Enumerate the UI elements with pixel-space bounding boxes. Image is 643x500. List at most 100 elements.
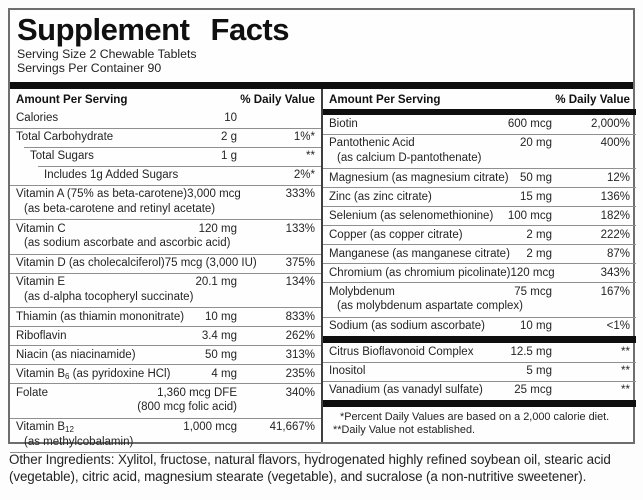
nutrient-dv: 133% bbox=[285, 222, 315, 235]
footnote-not-established: **Daily Value not established. bbox=[333, 424, 476, 437]
nutrient-dv: 182% bbox=[600, 209, 630, 222]
nutrient-dv: 1%* bbox=[293, 131, 315, 144]
table-row: Total Carbohydrate 2 g 1%* bbox=[10, 127, 321, 147]
table-row: Citrus Bioflavonoid Complex 12.5 mg ** bbox=[323, 343, 636, 362]
nutrient-name: Total Carbohydrate bbox=[16, 131, 114, 144]
nutrient-amount: 1,360 mcg DFE bbox=[157, 386, 237, 399]
table-row: Chromium (as chromium picolinate) 120 mc… bbox=[323, 263, 636, 282]
table-row: Thiamin (as thiamin mononitrate) 10 mg 8… bbox=[10, 307, 321, 326]
nutrient-dv: 222% bbox=[600, 228, 630, 241]
nutrient-amount: 50 mg bbox=[520, 171, 552, 184]
daily-value-label: % Daily Value bbox=[240, 92, 315, 106]
nutrient-amount-note: (800 mcg folic acid) bbox=[137, 401, 237, 414]
nutrient-dv: 375% bbox=[285, 257, 315, 270]
table-row: Vitamin E 20.1 mg 134% (as d-alpha tocop… bbox=[10, 272, 321, 308]
nutrient-name: Total Sugars bbox=[30, 150, 94, 163]
nutrient-name: Vitamin B12 bbox=[16, 421, 74, 435]
nutrient-amount: 4 mg bbox=[211, 367, 237, 380]
nutrient-amount: 15 mg bbox=[520, 190, 552, 203]
table-row: Biotin 600 mcg 2,000% bbox=[323, 115, 636, 134]
nutrient-name: Inositol bbox=[329, 365, 366, 378]
nutrient-dv: 262% bbox=[285, 329, 315, 342]
nutrient-source-note: (as beta-carotene and retinyl acetate) bbox=[24, 202, 216, 215]
nutrient-dv: ** bbox=[621, 346, 630, 359]
other-ingredients-text: Other Ingredients: Xylitol, fructose, na… bbox=[9, 452, 611, 484]
nutrient-name: Selenium (as selenomethionine) bbox=[329, 209, 494, 222]
thick-divider-bar bbox=[323, 399, 636, 407]
nutrient-name: Vitamin A (75% as beta-carotene) bbox=[16, 188, 188, 201]
nutrient-name: Zinc (as zinc citrate) bbox=[329, 190, 432, 203]
nutrient-name: Includes 1g Added Sugars bbox=[44, 169, 179, 182]
nutrient-amount: 5 mg bbox=[526, 365, 552, 378]
nutrient-source-note: (as d-alpha tocopheryl succinate) bbox=[24, 290, 194, 303]
nutrient-name: Vanadium (as vanadyl sulfate) bbox=[329, 384, 483, 397]
nutrient-amount: 2 mg bbox=[526, 247, 552, 260]
table-row: Riboflavin 3.4 mg 262% bbox=[10, 326, 321, 345]
nutrient-name: Vitamin B6 (as pyridoxine HCl) bbox=[16, 367, 171, 381]
nutrient-source-note: (as sodium ascorbate and ascorbic acid) bbox=[24, 237, 231, 250]
nutrient-dv: 833% bbox=[285, 310, 315, 323]
nutrient-name: Sodium (as sodium ascorbate) bbox=[329, 320, 485, 333]
nutrient-name: Manganese (as manganese citrate) bbox=[329, 247, 510, 260]
table-row: Inositol 5 mg ** bbox=[323, 361, 636, 381]
nutrient-dv: 134% bbox=[285, 276, 315, 289]
table-row: Molybdenum 75 mcg 167% (as molybdenum as… bbox=[323, 282, 636, 317]
nutrient-amount: 20 mg bbox=[520, 137, 552, 150]
nutrient-amount: 100 mcg bbox=[507, 209, 552, 222]
table-row: Copper (as copper citrate) 2 mg 222% bbox=[323, 225, 636, 244]
table-row: Zinc (as zinc citrate) 15 mg 136% bbox=[323, 187, 636, 206]
nutrient-amount: 10 mg bbox=[520, 320, 552, 333]
daily-value-label: % Daily Value bbox=[555, 92, 630, 106]
nutrient-name: Copper (as copper citrate) bbox=[329, 228, 463, 241]
subscript: 12 bbox=[65, 425, 74, 435]
nutrient-name: Magnesium (as magnesium citrate) bbox=[329, 171, 509, 184]
table-row: Folate 1,360 mcg DFE 340% (800 mcg folic… bbox=[10, 383, 321, 418]
nutrient-dv: 41,667% bbox=[269, 421, 315, 434]
table-row: Vitamin A (75% as beta-carotene) 3,000 m… bbox=[10, 184, 321, 220]
nutrient-dv: 235% bbox=[285, 367, 315, 380]
nutrient-amount: 75 mcg (3,000 IU) bbox=[164, 257, 257, 270]
nutrient-dv: ** bbox=[306, 150, 315, 163]
left-column: Amount Per Serving % Daily Value Calorie… bbox=[10, 88, 323, 454]
right-column: Amount Per Serving % Daily Value Biotin … bbox=[323, 89, 636, 442]
nutrient-name: Calories bbox=[16, 112, 59, 125]
nutrient-name: Citrus Bioflavonoid Complex bbox=[329, 346, 474, 359]
nutrient-name: Pantothenic Acid bbox=[329, 137, 415, 150]
nutrient-dv: 340% bbox=[285, 386, 315, 399]
nutrient-amount: 10 mg bbox=[205, 310, 237, 323]
table-row: Includes 1g Added Sugars 2%* bbox=[10, 165, 321, 185]
nutrient-amount: 75 mcg bbox=[514, 285, 552, 298]
table-row: Niacin (as niacinamide) 50 mg 313% bbox=[10, 345, 321, 364]
thick-divider-bar bbox=[10, 81, 633, 89]
nutrient-amount: 20.1 mg bbox=[195, 276, 237, 289]
nutrient-dv: <1% bbox=[606, 320, 630, 333]
nutrient-amount: 120 mcg bbox=[510, 266, 555, 279]
nutrient-amount: 3.4 mg bbox=[201, 329, 237, 342]
nutrient-dv: 343% bbox=[600, 266, 630, 279]
nutrient-source-note: (as molybdenum aspartate complex) bbox=[337, 300, 523, 313]
table-row: Vitamin B6 (as pyridoxine HCl) 4 mg 235% bbox=[10, 364, 321, 383]
nutrient-source-note: (as calcium D-pantothenate) bbox=[337, 151, 482, 164]
right-column-header: Amount Per Serving % Daily Value bbox=[323, 89, 636, 109]
table-row: Manganese (as manganese citrate) 2 mg 87… bbox=[323, 244, 636, 263]
table-row: Vitamin C 120 mg 133% (as sodium ascorba… bbox=[10, 219, 321, 254]
nutrient-name: Vitamin D (as cholecalciferol) bbox=[16, 257, 165, 270]
nutrient-name: Vitamin E bbox=[16, 276, 66, 289]
nutrient-amount: 2 g bbox=[221, 131, 237, 144]
nutrient-dv: 12% bbox=[606, 171, 630, 184]
nutrient-source-note: (as methylcobalamin) bbox=[24, 435, 134, 448]
nutrient-dv: ** bbox=[621, 384, 630, 397]
nutrient-name: Thiamin (as thiamin mononitrate) bbox=[16, 310, 185, 323]
nutrient-name: Riboflavin bbox=[16, 329, 67, 342]
nutrient-amount: 2 mg bbox=[526, 228, 552, 241]
footnote-daily-values: *Percent Daily Values are based on a 2,0… bbox=[340, 410, 610, 423]
nutrient-amount: 3,000 mcg bbox=[187, 188, 241, 201]
nutrient-amount: 600 mcg bbox=[507, 118, 552, 131]
nutrient-amount: 1,000 mcg bbox=[183, 421, 237, 434]
servings-per-container-text: Servings Per Container 90 bbox=[17, 61, 162, 76]
amount-per-serving-label: Amount Per Serving bbox=[329, 92, 441, 106]
nutrient-dv: 87% bbox=[606, 247, 630, 260]
table-row: Sodium (as sodium ascorbate) 10 mg <1% bbox=[323, 316, 636, 336]
nutrient-dv: 167% bbox=[600, 285, 630, 298]
nutrient-name: Molybdenum bbox=[329, 285, 395, 298]
